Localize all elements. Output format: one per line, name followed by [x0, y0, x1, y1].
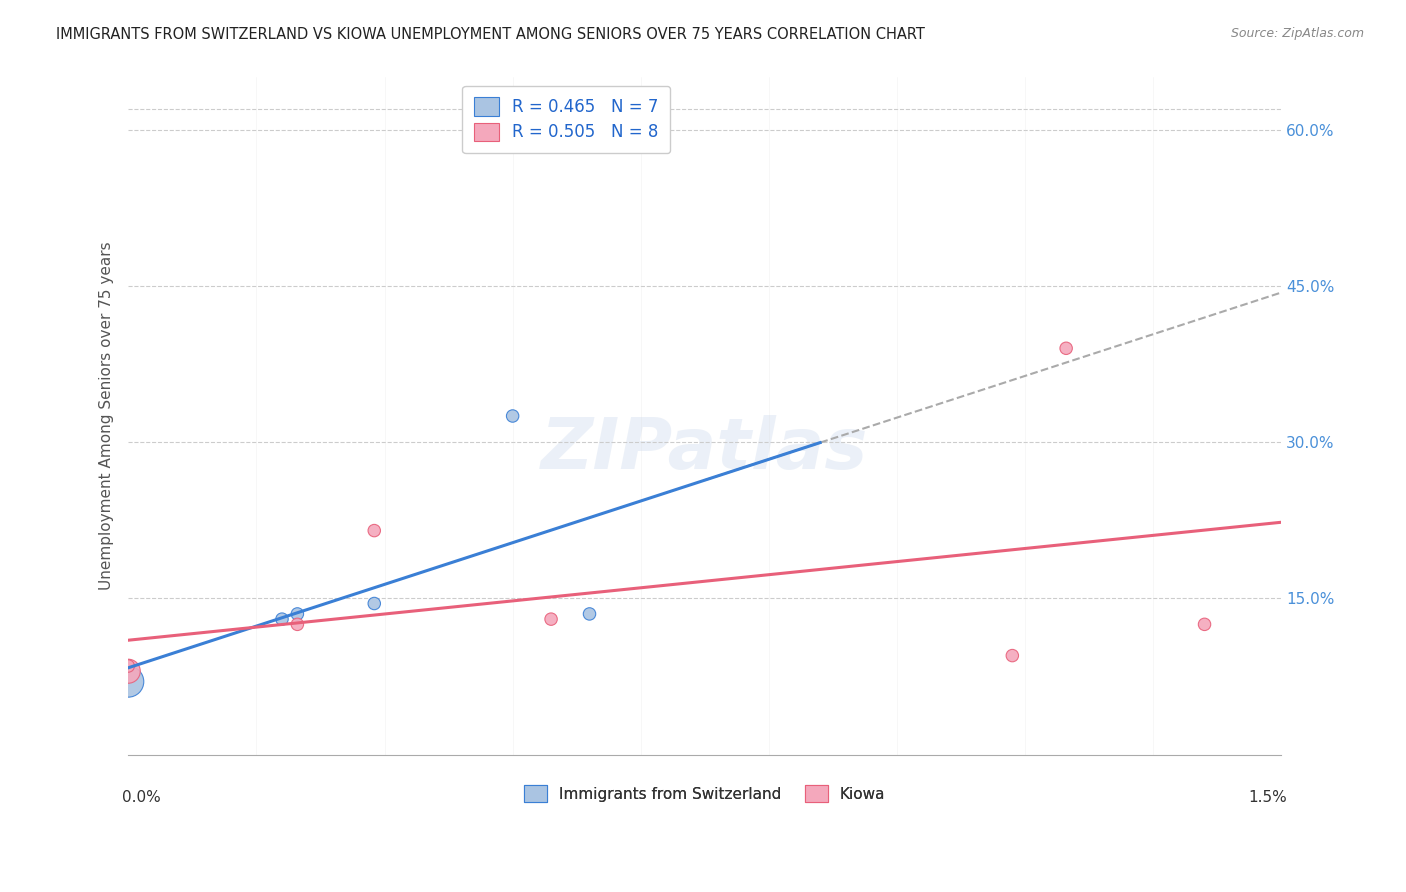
- Point: [540, 612, 562, 626]
- Point: [502, 409, 524, 423]
- Point: [363, 524, 385, 538]
- Point: [117, 659, 139, 673]
- Point: [578, 607, 600, 621]
- Text: IMMIGRANTS FROM SWITZERLAND VS KIOWA UNEMPLOYMENT AMONG SENIORS OVER 75 YEARS CO: IMMIGRANTS FROM SWITZERLAND VS KIOWA UNE…: [56, 27, 925, 42]
- Text: 0.0%: 0.0%: [122, 790, 162, 805]
- Point: [287, 617, 309, 632]
- Legend: Immigrants from Switzerland, Kiowa: Immigrants from Switzerland, Kiowa: [519, 779, 891, 808]
- Point: [287, 607, 309, 621]
- Text: Source: ZipAtlas.com: Source: ZipAtlas.com: [1230, 27, 1364, 40]
- Point: [271, 612, 294, 626]
- Point: [1194, 617, 1216, 632]
- Point: [117, 659, 139, 673]
- Y-axis label: Unemployment Among Seniors over 75 years: Unemployment Among Seniors over 75 years: [100, 242, 114, 591]
- Point: [363, 597, 385, 611]
- Point: [1054, 341, 1077, 355]
- Point: [1001, 648, 1024, 663]
- Text: ZIPatlas: ZIPatlas: [541, 416, 869, 484]
- Text: 1.5%: 1.5%: [1249, 790, 1286, 805]
- Point: [117, 674, 139, 689]
- Point: [117, 664, 139, 678]
